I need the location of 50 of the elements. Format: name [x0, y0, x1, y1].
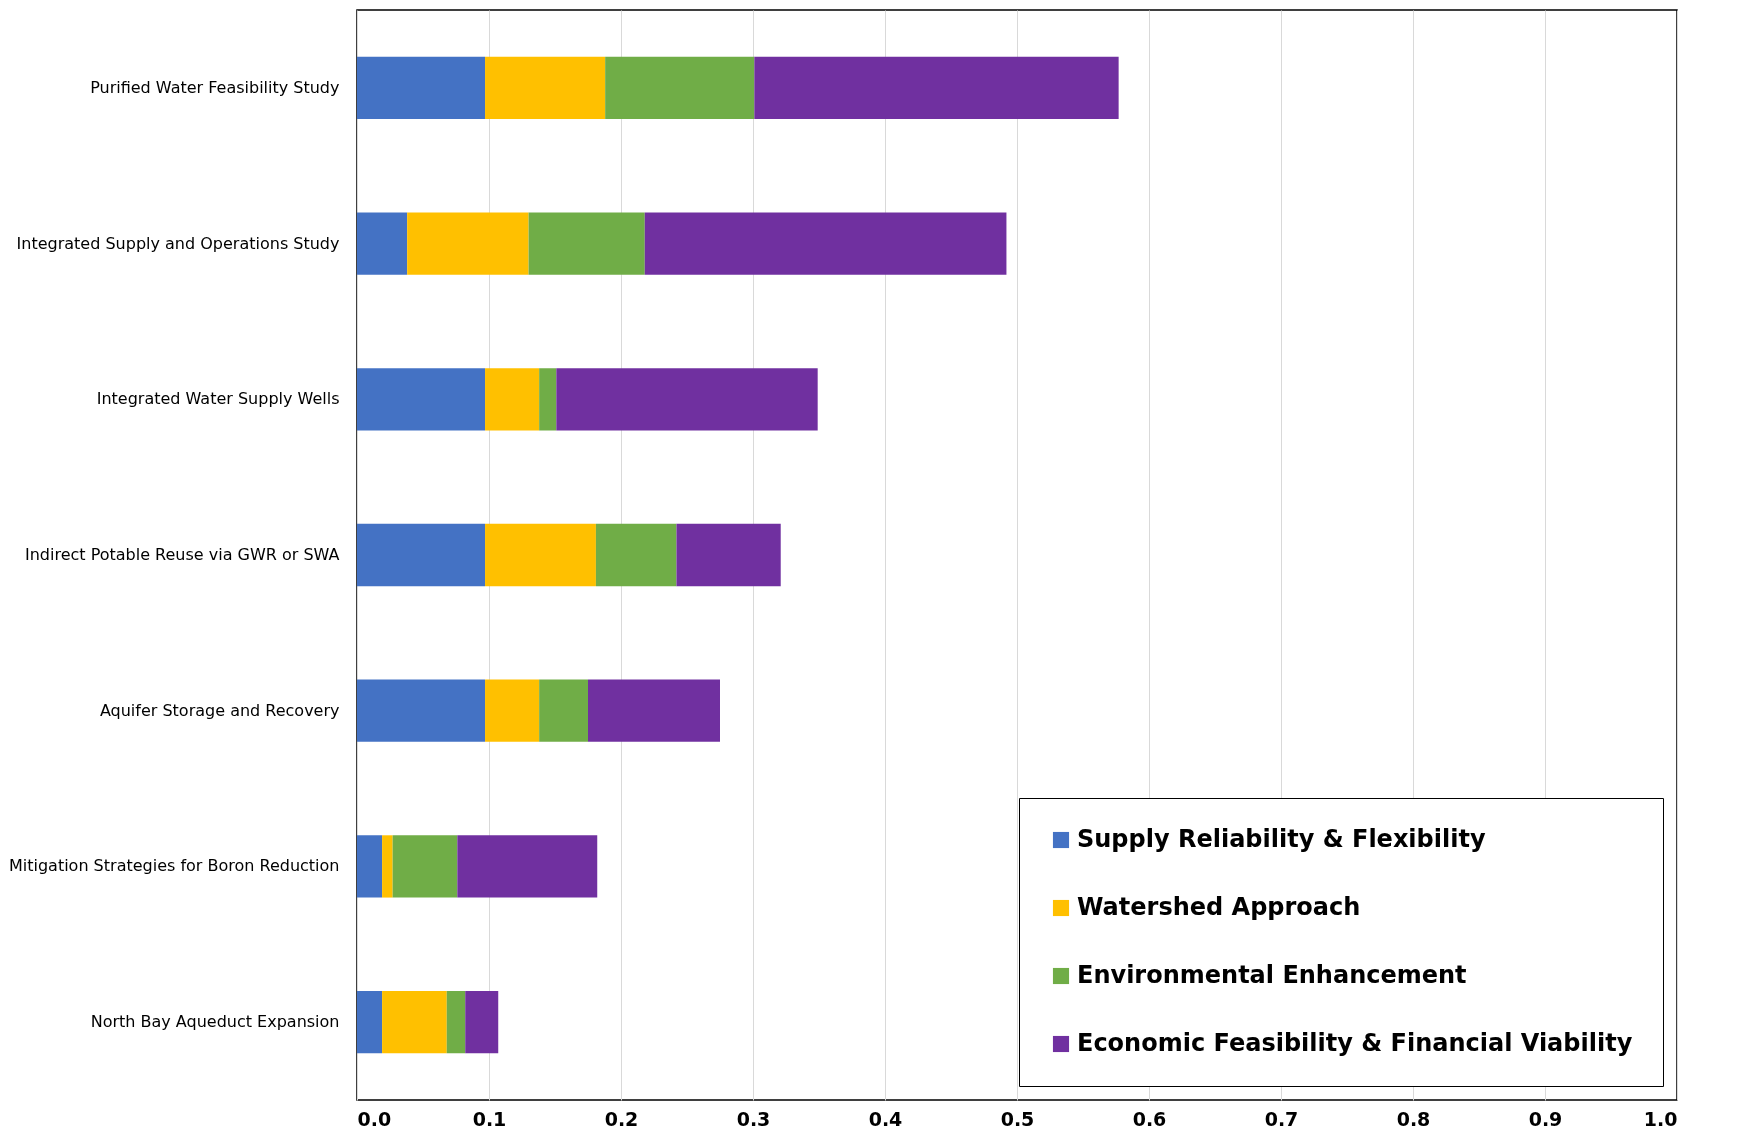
y-tick-label: Indirect Potable Reuse via GWR or SWA — [24, 545, 340, 564]
x-tick-label: 0.4 — [868, 1107, 903, 1130]
bar — [539, 368, 557, 431]
y-tick-label: Integrated Water Supply Wells — [96, 389, 340, 409]
bar — [357, 991, 383, 1054]
x-tick-label: 0.2 — [604, 1107, 639, 1130]
bar — [357, 56, 486, 119]
bar — [485, 368, 540, 431]
bar — [382, 835, 393, 898]
y-tick-label: Mitigation Strategies for Boron Reduction — [8, 856, 340, 876]
bar — [357, 368, 486, 431]
bar — [465, 991, 499, 1054]
bar — [446, 991, 466, 1054]
legend-label: Environmental Enhancement — [1077, 961, 1467, 989]
y-tick-label: North Bay Aqueduct Expansion — [90, 1012, 340, 1032]
x-tick-label: 0.5 — [1000, 1107, 1035, 1130]
y-tick-label: Aquifer Storage and Recovery — [99, 700, 340, 720]
bar — [485, 56, 606, 119]
bar — [382, 991, 447, 1054]
bar — [357, 523, 486, 587]
x-tick-label: 0.1 — [472, 1107, 507, 1130]
x-tick-label: 0.0 — [357, 1107, 392, 1130]
x-tick-label: 1.0 — [1643, 1107, 1678, 1130]
bar — [528, 212, 645, 275]
bar — [539, 679, 588, 742]
bar — [595, 523, 677, 587]
bar — [357, 835, 383, 898]
x-tick-label: 0.6 — [1132, 1107, 1167, 1130]
bar — [457, 835, 598, 898]
bar — [485, 523, 596, 587]
x-tick-label: 0.9 — [1528, 1107, 1563, 1130]
bar — [357, 679, 486, 742]
legend-label: Watershed Approach — [1077, 893, 1361, 921]
bar — [605, 56, 755, 119]
y-tick-label: Purified Water Feasibility Study — [90, 77, 340, 97]
bar — [407, 212, 529, 275]
bar — [754, 56, 1119, 119]
x-tick-label: 0.7 — [1264, 1107, 1299, 1130]
bar — [392, 835, 458, 898]
bar — [644, 212, 1007, 275]
bar — [485, 679, 540, 742]
x-tick-label: 0.8 — [1396, 1107, 1431, 1130]
y-tick-label: Integrated Supply and Operations Study — [16, 233, 340, 253]
bar — [556, 368, 818, 431]
bar — [676, 523, 781, 587]
legend-label: Economic Feasibility & Financial Viability — [1077, 1029, 1633, 1057]
bar — [357, 212, 408, 275]
legend-label: Supply Reliability & Flexibility — [1077, 825, 1486, 853]
bar — [588, 679, 720, 742]
x-tick-label: 0.3 — [736, 1107, 771, 1130]
